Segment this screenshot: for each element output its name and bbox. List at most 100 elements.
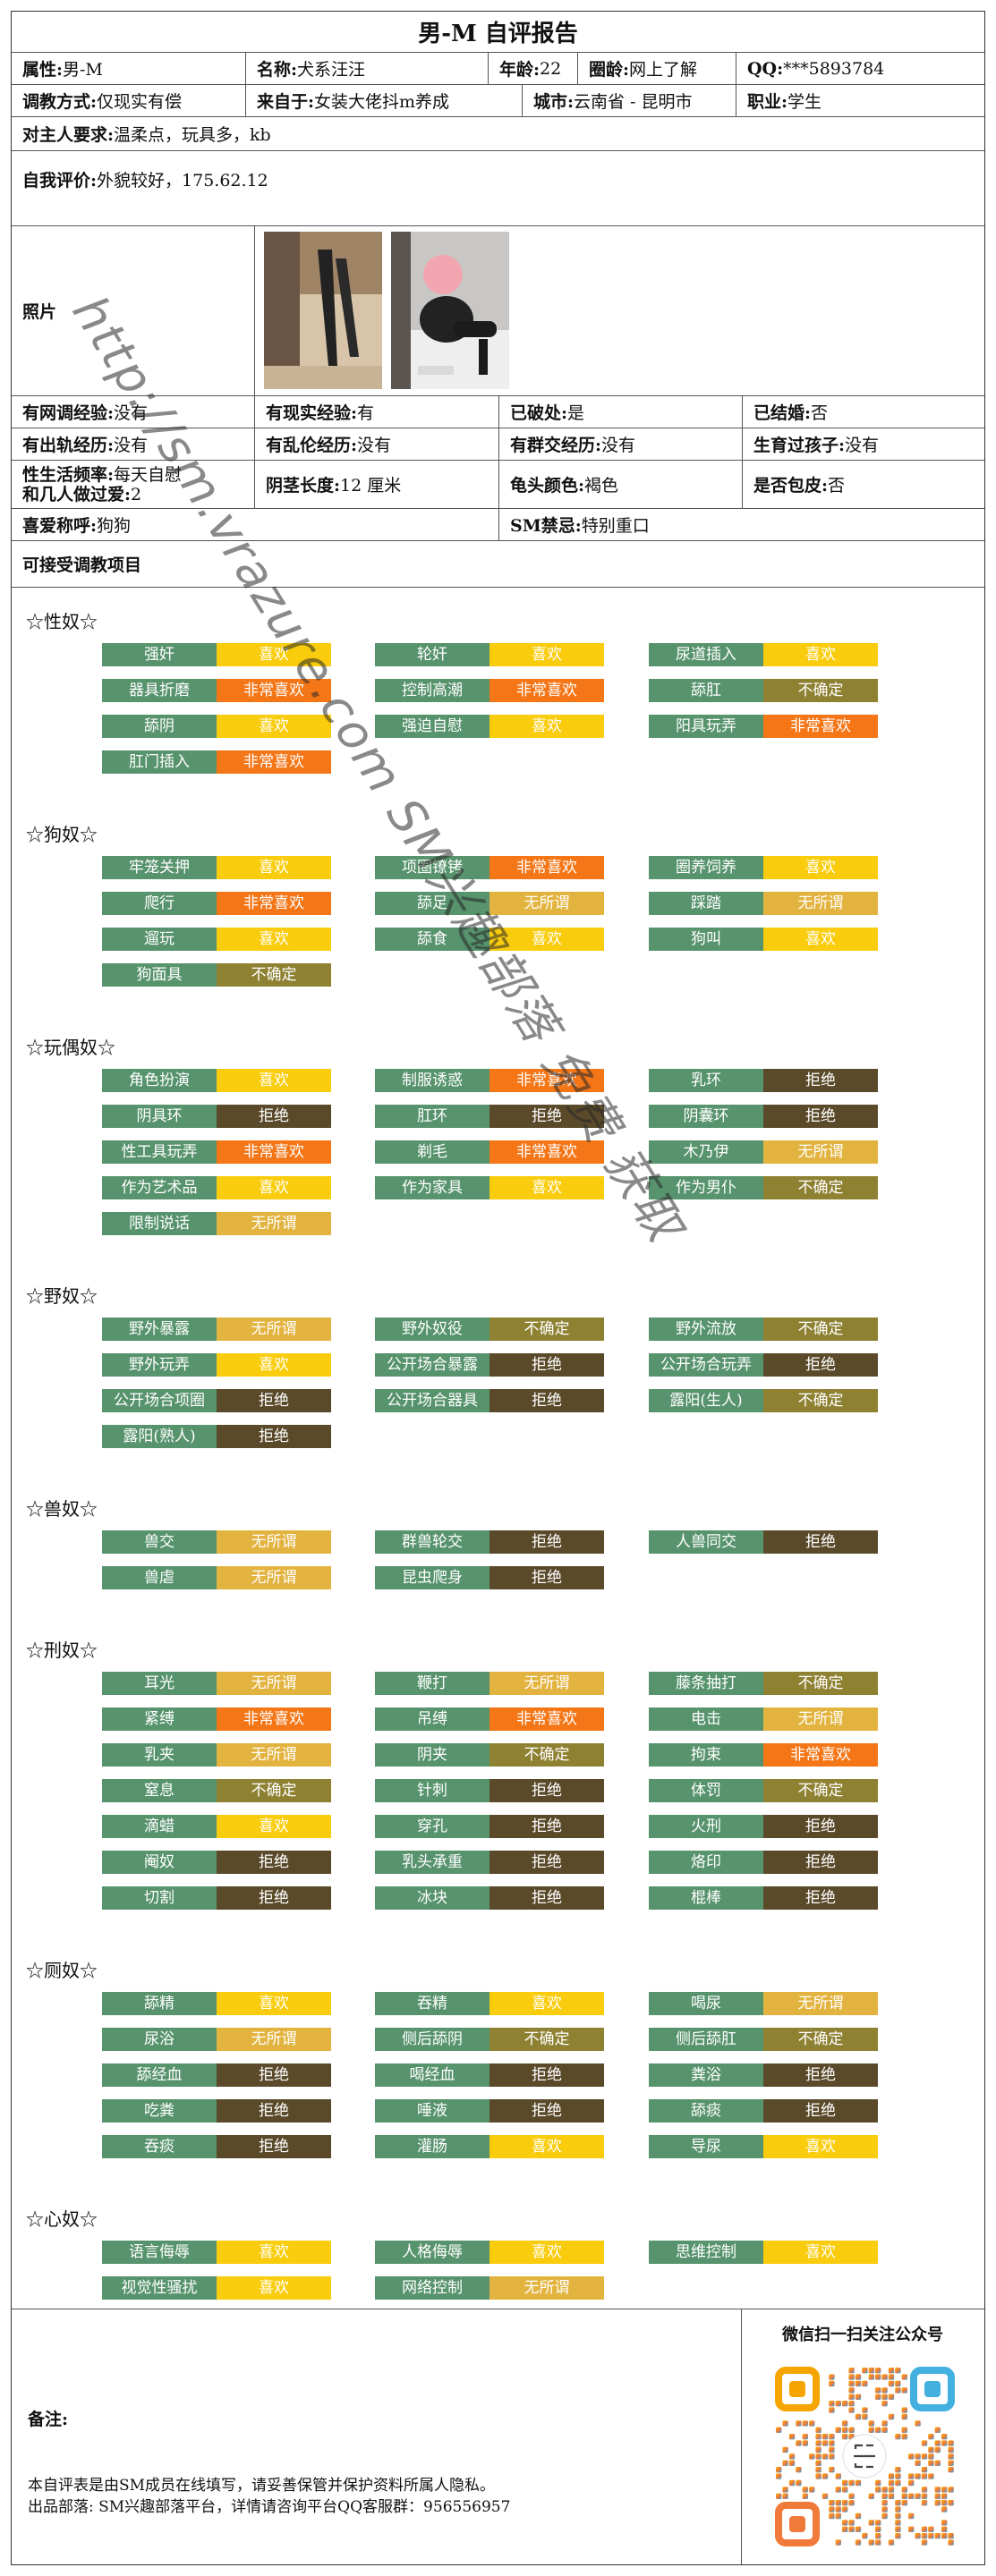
project-rating: 喜欢: [489, 2241, 604, 2264]
info-row-2: 调教方式: 仅现实有偿 来自于: 女装大佬抖m养成 城市: 云南省 - 昆明市 职业:…: [12, 85, 984, 117]
project-rating: 非常喜欢: [763, 715, 878, 738]
married-label: 已结婚:: [753, 403, 812, 423]
project-item: 舔阴 喜欢: [102, 715, 331, 738]
project-name: 视觉性骚扰: [102, 2276, 217, 2300]
project-rating: 拒绝: [489, 1105, 604, 1128]
project-name: 切割: [102, 1886, 217, 1910]
project-rating: 非常喜欢: [217, 1707, 331, 1731]
section-title: ☆心奴☆: [26, 2208, 98, 2230]
cheating-label: 有出轨经历:: [22, 436, 115, 455]
online-exp-label: 有网调经验:: [22, 403, 115, 423]
project-name: 作为家具: [375, 1176, 489, 1199]
project-rating: 非常喜欢: [217, 1140, 331, 1164]
project-item: 作为艺术品 喜欢: [102, 1176, 331, 1199]
project-item: 性工具玩弄 非常喜欢: [102, 1140, 331, 1164]
project-name: 网络控制: [375, 2276, 489, 2300]
cheating-value: 没有: [114, 436, 149, 455]
virginity-value: 是: [567, 403, 585, 423]
project-name: 吞精: [375, 1992, 489, 2015]
project-name: 滴蜡: [102, 1815, 217, 1838]
color-cell: 龟头颜色: 褐色: [499, 461, 743, 508]
project-rating: 拒绝: [217, 2063, 331, 2087]
project-rating: 拒绝: [489, 1851, 604, 1874]
project-rating: 不确定: [763, 1779, 878, 1802]
project-name: 窒息: [102, 1779, 217, 1802]
project-name: 肛环: [375, 1105, 489, 1128]
project-rating: 拒绝: [217, 1105, 331, 1128]
project-rating: 喜欢: [217, 856, 331, 879]
project-name: 鞭打: [375, 1672, 489, 1695]
project-name: 尿道插入: [649, 643, 763, 666]
project-item: 野外流放 不确定: [649, 1318, 878, 1341]
project-item: 舔食 喜欢: [375, 928, 604, 951]
project-rating: 拒绝: [489, 1530, 604, 1554]
project-item: 露阳(熟人) 拒绝: [102, 1425, 331, 1448]
occupation-value: 学生: [787, 92, 822, 112]
project-name: 狗叫: [649, 928, 763, 951]
demand-cell: 对主人要求: 温柔点，玩具多，kb: [12, 117, 984, 150]
project-item: 乳头承重 拒绝: [375, 1851, 604, 1874]
photo-1[interactable]: [264, 232, 382, 389]
experience-row-2: 有出轨经历: 没有 有乱伦经历: 没有 有群交经历: 没有 生育过孩子: 没有: [12, 428, 984, 461]
nickname-value: 狗狗: [97, 516, 132, 536]
project-item: 狗面具 不确定: [102, 963, 331, 987]
project-name: 吞痰: [102, 2135, 217, 2158]
project-item: 制服诱惑 非常喜欢: [375, 1069, 604, 1092]
project-rating: 无所谓: [763, 1992, 878, 2015]
project-rating: 不确定: [217, 1779, 331, 1802]
project-rating: 喜欢: [763, 928, 878, 951]
group-label: 有群交经历:: [510, 436, 602, 455]
project-rating: 拒绝: [217, 1425, 331, 1448]
section-title: ☆野奴☆: [26, 1285, 98, 1307]
self-eval-label: 自我评价:: [22, 171, 98, 191]
project-item: 强迫自慰 喜欢: [375, 715, 604, 738]
project-item: 思维控制 喜欢: [649, 2241, 878, 2264]
partners-label: 和几人做过爱:: [22, 484, 132, 504]
length-value: 12 厘米: [340, 476, 402, 496]
circle-age-label: 圈龄:: [589, 60, 630, 80]
project-rating: 喜欢: [489, 2135, 604, 2158]
project-name: 电击: [649, 1707, 763, 1731]
source-value: 女装大佬抖m养成: [314, 92, 450, 112]
project-name: 舔经血: [102, 2063, 217, 2087]
project-name: 吃粪: [102, 2099, 217, 2123]
project-item: 窒息 不确定: [102, 1779, 331, 1802]
project-item: 剃毛 非常喜欢: [375, 1140, 604, 1164]
project-item: 肛环 拒绝: [375, 1105, 604, 1128]
photo-cell: [255, 226, 984, 395]
project-item: 尿浴 无所谓: [102, 2028, 331, 2051]
project-rating: 喜欢: [217, 1992, 331, 2015]
project-rating: 拒绝: [217, 1389, 331, 1412]
project-name: 针刺: [375, 1779, 489, 1802]
project-rating: 无所谓: [489, 1672, 604, 1695]
project-item: 烙印 拒绝: [649, 1851, 878, 1874]
project-item: 舔经血 拒绝: [102, 2063, 331, 2087]
project-name: 圈养饲养: [649, 856, 763, 879]
project-name: 木乃伊: [649, 1140, 763, 1164]
photo-2[interactable]: [391, 232, 509, 389]
project-item: 乳夹 无所谓: [102, 1743, 331, 1767]
name-cell: 名称: 犬系汪汪: [246, 53, 489, 84]
project-rating: 喜欢: [763, 2135, 878, 2158]
project-name: 角色扮演: [102, 1069, 217, 1092]
project-name: 唾液: [375, 2099, 489, 2123]
color-label: 龟头颜色:: [510, 476, 585, 496]
project-item: 冰块 拒绝: [375, 1886, 604, 1910]
project-name: 吊缚: [375, 1707, 489, 1731]
project-item: 公开场合玩弄 拒绝: [649, 1353, 878, 1377]
qr-code[interactable]: [773, 2365, 957, 2548]
project-item: 棍棒 拒绝: [649, 1886, 878, 1910]
demand-label: 对主人要求:: [22, 125, 115, 145]
project-item: 野外奴役 不确定: [375, 1318, 604, 1341]
project-rating: 无所谓: [763, 892, 878, 915]
occupation-cell: 职业: 学生: [736, 85, 984, 116]
project-name: 露阳(熟人): [102, 1425, 217, 1448]
project-item: 尿道插入 喜欢: [649, 643, 878, 666]
project-rating: 拒绝: [217, 1886, 331, 1910]
project-item: 肛门插入 非常喜欢: [102, 750, 331, 774]
training-method-value: 仅现实有偿: [97, 92, 183, 112]
children-label: 生育过孩子:: [753, 436, 846, 455]
title-row: 男-M 自评报告: [12, 12, 984, 53]
project-name: 公开场合器具: [375, 1389, 489, 1412]
project-name: 爬行: [102, 892, 217, 915]
